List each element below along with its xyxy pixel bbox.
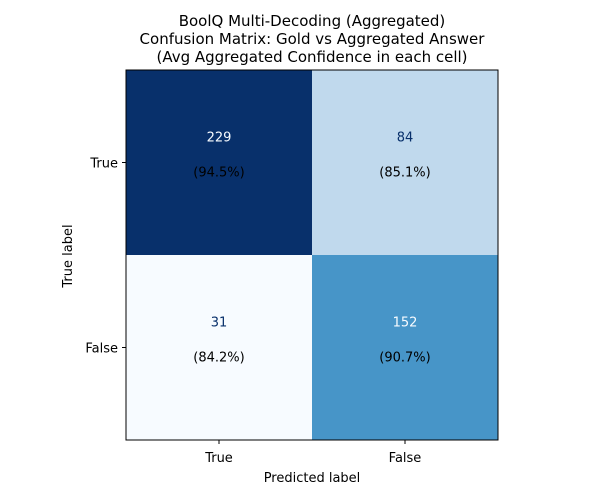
- cell-count-r1-c0: 31: [211, 316, 228, 331]
- cell-labels: 229 (94.5%) 84 (85.1%) 31 (84.2%) 152 (90.7%): [193, 131, 430, 366]
- heatmap-cells: [126, 70, 498, 440]
- chart-title-line-1: BoolQ Multi-Decoding (Aggregated): [179, 12, 446, 30]
- heatmap-cell-r1-c0: [126, 255, 312, 440]
- y-tick-label-0: True: [89, 157, 118, 172]
- axis-ticks: True False True False: [85, 157, 421, 467]
- cell-confidence-r1-c0: (84.2%): [193, 351, 244, 366]
- cell-count-r0-c1: 84: [397, 131, 414, 146]
- x-tick-label-0: True: [204, 451, 233, 466]
- x-tick-label-1: False: [389, 451, 422, 466]
- cell-count-r0-c0: 229: [207, 131, 232, 146]
- heatmap-cell-r1-c1: [312, 255, 498, 440]
- y-axis-label: True label: [61, 224, 76, 288]
- cell-count-r1-c1: 152: [393, 316, 418, 331]
- heatmap-cell-r0-c1: [312, 70, 498, 255]
- chart-title-line-2: Confusion Matrix: Gold vs Aggregated Ans…: [140, 30, 486, 48]
- chart-title-line-3: (Avg Aggregated Confidence in each cell): [156, 48, 467, 66]
- y-tick-label-1: False: [85, 342, 118, 357]
- x-axis-label: Predicted label: [264, 471, 361, 486]
- cell-confidence-r0-c0: (94.5%): [193, 166, 244, 181]
- heatmap-cell-r0-c0: [126, 70, 312, 255]
- cell-confidence-r0-c1: (85.1%): [379, 166, 430, 181]
- cell-confidence-r1-c1: (90.7%): [379, 351, 430, 366]
- plot-frame: [125, 69, 499, 441]
